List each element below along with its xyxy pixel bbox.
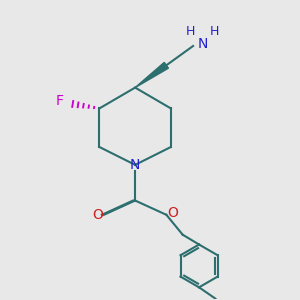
Text: H: H xyxy=(186,25,195,38)
Text: N: N xyxy=(130,158,140,172)
Text: O: O xyxy=(92,208,103,222)
Text: F: F xyxy=(56,94,64,108)
Text: H: H xyxy=(210,25,219,38)
Polygon shape xyxy=(135,62,168,88)
Text: N: N xyxy=(197,37,208,51)
Text: O: O xyxy=(167,206,178,220)
